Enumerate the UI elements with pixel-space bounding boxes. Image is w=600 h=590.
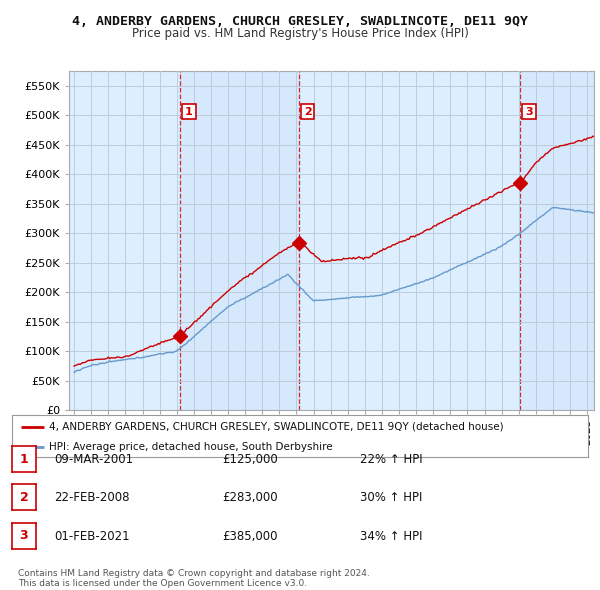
Text: 1: 1 <box>185 107 193 116</box>
Text: 2: 2 <box>20 491 28 504</box>
Text: Price paid vs. HM Land Registry's House Price Index (HPI): Price paid vs. HM Land Registry's House … <box>131 27 469 40</box>
Text: 2: 2 <box>304 107 312 116</box>
Bar <box>180 71 299 410</box>
Text: 3: 3 <box>20 529 28 542</box>
Bar <box>520 71 594 410</box>
Text: 09-MAR-2001: 09-MAR-2001 <box>54 453 133 466</box>
Text: 01-FEB-2021: 01-FEB-2021 <box>54 530 130 543</box>
Text: Contains HM Land Registry data © Crown copyright and database right 2024.: Contains HM Land Registry data © Crown c… <box>18 569 370 578</box>
Text: £125,000: £125,000 <box>222 453 278 466</box>
Text: 22-FEB-2008: 22-FEB-2008 <box>54 491 130 504</box>
Text: 3: 3 <box>525 107 533 116</box>
Text: 30% ↑ HPI: 30% ↑ HPI <box>360 491 422 504</box>
Text: 34% ↑ HPI: 34% ↑ HPI <box>360 530 422 543</box>
Text: £283,000: £283,000 <box>222 491 278 504</box>
Text: £385,000: £385,000 <box>222 530 277 543</box>
Text: 4, ANDERBY GARDENS, CHURCH GRESLEY, SWADLINCOTE, DE11 9QY (detached house): 4, ANDERBY GARDENS, CHURCH GRESLEY, SWAD… <box>49 422 504 432</box>
Text: 1: 1 <box>20 453 28 466</box>
Text: This data is licensed under the Open Government Licence v3.0.: This data is licensed under the Open Gov… <box>18 579 307 588</box>
Text: 4, ANDERBY GARDENS, CHURCH GRESLEY, SWADLINCOTE, DE11 9QY: 4, ANDERBY GARDENS, CHURCH GRESLEY, SWAD… <box>72 15 528 28</box>
Text: 22% ↑ HPI: 22% ↑ HPI <box>360 453 422 466</box>
Text: HPI: Average price, detached house, South Derbyshire: HPI: Average price, detached house, Sout… <box>49 442 333 451</box>
